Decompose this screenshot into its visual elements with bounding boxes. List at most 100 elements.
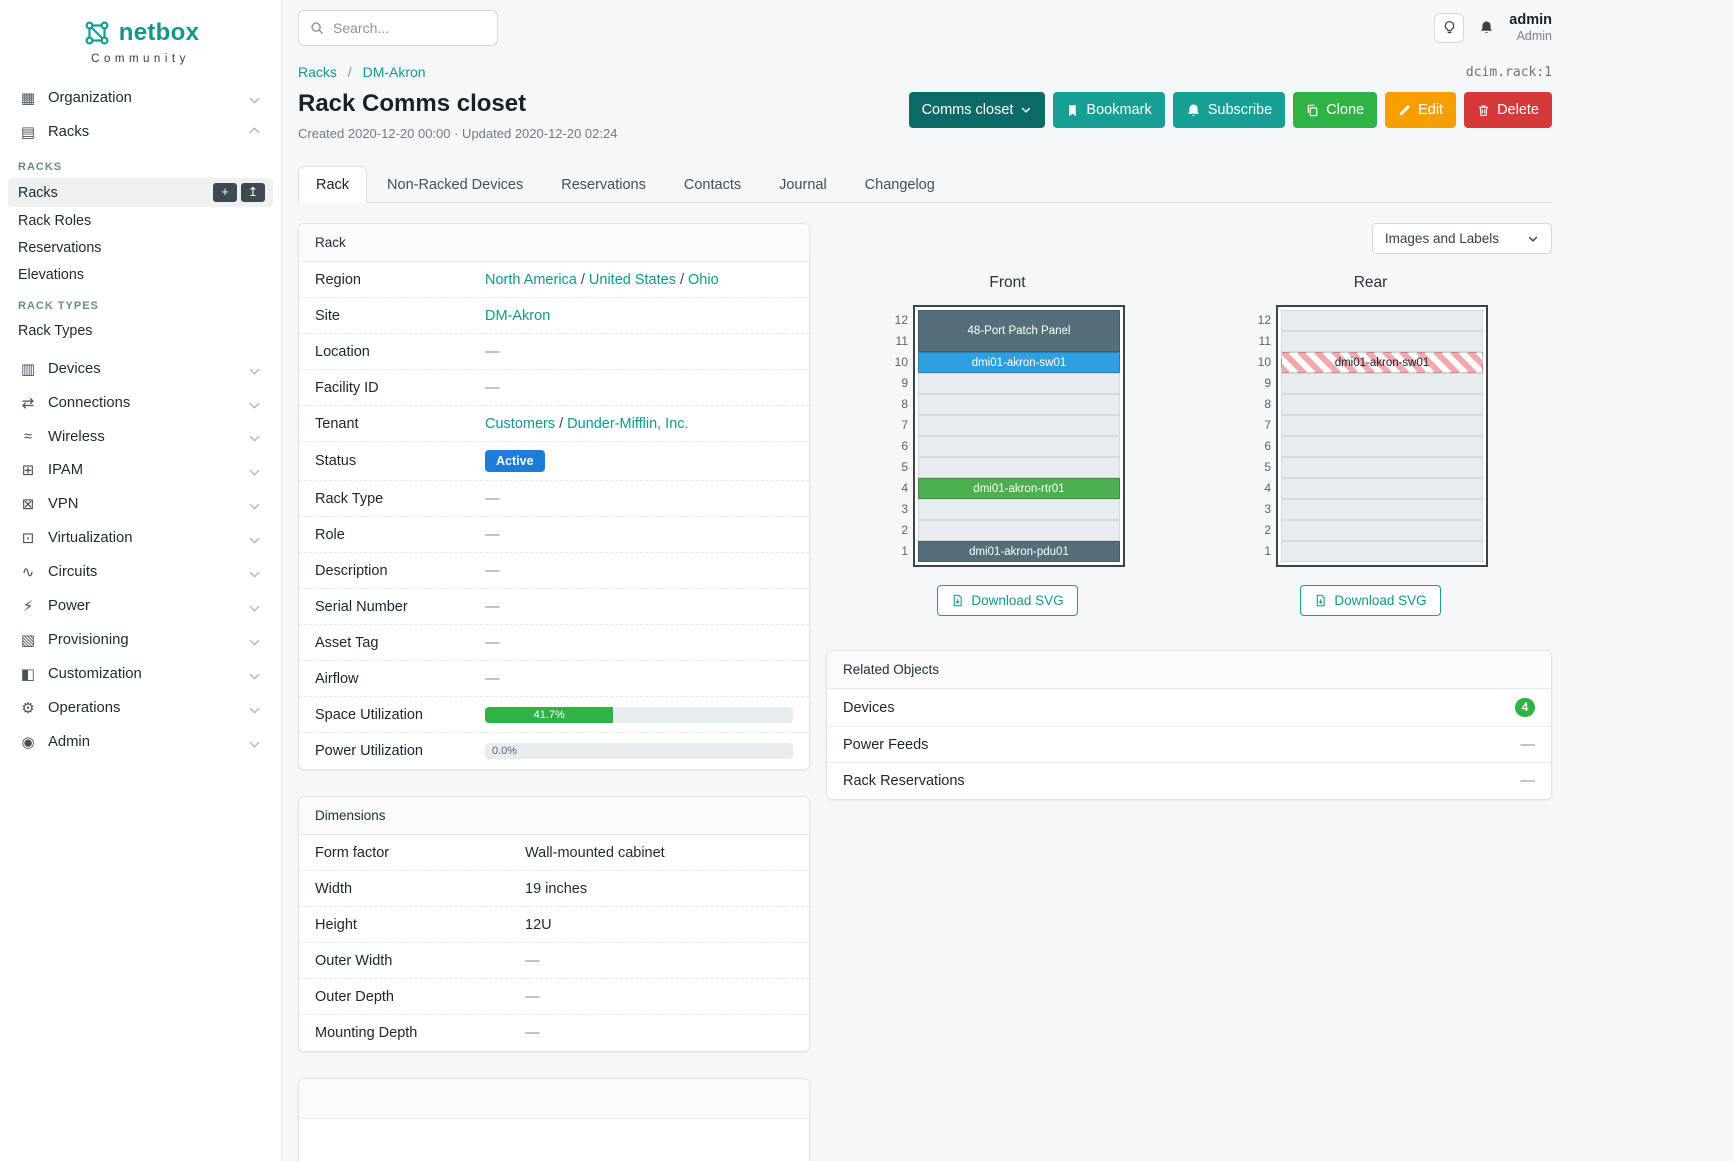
rack-unit-slot[interactable]: [1281, 541, 1483, 562]
related-row-power-feeds[interactable]: Power Feeds —: [827, 727, 1551, 763]
delete-button[interactable]: Delete: [1464, 92, 1552, 128]
rack-unit-slot[interactable]: [1281, 457, 1483, 478]
button-label: Bookmark: [1086, 102, 1152, 118]
rack-unit-slot[interactable]: [1281, 520, 1483, 541]
empty-value: —: [525, 952, 540, 969]
sidebar-item-power[interactable]: ⚡ Power: [8, 589, 273, 623]
theme-toggle-button[interactable]: [1434, 12, 1465, 43]
tab-non-racked-devices[interactable]: Non-Racked Devices: [387, 177, 524, 193]
tab-changelog[interactable]: Changelog: [864, 177, 935, 193]
sidebar-item-virtualization[interactable]: ⊡ Virtualization: [8, 521, 273, 555]
link-dm-akron[interactable]: DM-Akron: [485, 307, 551, 324]
images-labels-select[interactable]: Images and Labels: [1371, 223, 1552, 254]
rack-unit-slot[interactable]: [918, 499, 1120, 520]
notifications-bell-icon[interactable]: [1479, 20, 1494, 35]
field-label: Mounting Depth: [315, 1025, 418, 1041]
sidebar-subitem-racks[interactable]: Racks + ↥: [8, 178, 273, 207]
rack-unit-slot[interactable]: [1281, 415, 1483, 436]
search-input[interactable]: [333, 20, 486, 36]
sidebar-item-racks[interactable]: ▤ Racks: [8, 115, 273, 149]
field-value: —: [485, 671, 793, 687]
rack-device-48-port-patch-panel[interactable]: 48-Port Patch Panel: [918, 310, 1120, 352]
link-north-america[interactable]: North America: [485, 271, 577, 288]
sidebar-item-customization[interactable]: ◧ Customization: [8, 657, 273, 691]
bookmark-button[interactable]: Bookmark: [1053, 92, 1165, 128]
user-menu[interactable]: admin Admin: [1509, 12, 1552, 44]
chevron-down-icon: [249, 93, 260, 103]
add-button[interactable]: +: [213, 183, 237, 202]
rack-unit-slot[interactable]: [918, 436, 1120, 457]
rack-unit-slot[interactable]: [1281, 478, 1483, 499]
import-button[interactable]: ↥: [241, 183, 265, 202]
tab-journal[interactable]: Journal: [779, 177, 827, 193]
dimensions-row-outer-depth: Outer Depth —: [299, 979, 809, 1015]
download-svg-rear-button[interactable]: Download SVG: [1300, 585, 1441, 616]
breadcrumb-site-link[interactable]: DM-Akron: [362, 64, 426, 80]
related-row-rack-reservations[interactable]: Rack Reservations —: [827, 763, 1551, 799]
rack-unit-slot[interactable]: [918, 457, 1120, 478]
sidebar-item-organization[interactable]: ▦ Organization: [8, 81, 273, 115]
brand-name: netbox: [118, 19, 200, 46]
field-value: —: [525, 989, 793, 1005]
link-united-states[interactable]: United States: [588, 271, 676, 288]
rack-unit-slot[interactable]: [1281, 436, 1483, 457]
download-svg-front-button[interactable]: Download SVG: [937, 585, 1078, 616]
sidebar-subitem-label: Racks: [18, 184, 58, 201]
rack-unit-slot[interactable]: [918, 373, 1120, 394]
link-customers[interactable]: Customers: [485, 415, 556, 432]
sidebar-item-circuits[interactable]: ∿ Circuits: [8, 555, 273, 589]
sidebar-item-admin[interactable]: ◉ Admin: [8, 725, 273, 759]
wireless-icon: ≈: [23, 428, 33, 445]
rack-unit-slot[interactable]: [1281, 331, 1483, 352]
search-box[interactable]: [298, 10, 498, 46]
link-dunder-mifflin-inc[interactable]: Dunder-Mifflin, Inc.: [567, 415, 689, 432]
sidebar-item-ipam[interactable]: ⊞ IPAM: [8, 453, 273, 487]
comms-closet-button[interactable]: Comms closet: [908, 92, 1046, 128]
sidebar-item-label: Connections: [48, 395, 131, 411]
rack-device-dmi01-akron-sw01[interactable]: dmi01-akron-sw01: [918, 352, 1120, 373]
sidebar-subitem-rack-roles[interactable]: Rack Roles: [8, 207, 273, 234]
tab-reservations[interactable]: Reservations: [561, 177, 646, 193]
sidebar-item-wireless[interactable]: ≈ Wireless: [8, 420, 273, 453]
sidebar-subitem-elevations[interactable]: Elevations: [8, 261, 273, 288]
field-value: North America / United States / Ohio: [485, 272, 793, 288]
sidebar-item-connections[interactable]: ⇄ Connections: [8, 386, 273, 420]
sidebar-subitem-rack-types[interactable]: Rack Types: [8, 317, 273, 344]
clone-button[interactable]: Clone: [1293, 92, 1378, 128]
rack-unit-slot[interactable]: [1281, 310, 1483, 331]
tab-rack[interactable]: Rack: [298, 166, 368, 203]
rack-unit-slot[interactable]: [918, 394, 1120, 415]
button-label: Subscribe: [1207, 102, 1273, 118]
empty-value: —: [525, 1025, 540, 1041]
admin-icon: ◉: [21, 734, 35, 751]
field-label: Facility ID: [315, 379, 379, 396]
subscribe-button[interactable]: Subscribe: [1172, 92, 1286, 128]
rack-unit-slot[interactable]: [1281, 394, 1483, 415]
rack-unit-slot[interactable]: [1281, 373, 1483, 394]
dimensions-rows: Form factor Wall-mounted cabinet Width 19 i…: [299, 835, 809, 1051]
dimensions-row-mounting-depth: Mounting Depth —: [299, 1015, 809, 1051]
empty-value: —: [1520, 773, 1536, 789]
edit-button[interactable]: Edit: [1385, 92, 1457, 128]
link-ohio[interactable]: Ohio: [688, 271, 719, 288]
sidebar-item-devices[interactable]: ▥ Devices: [8, 352, 273, 386]
tab-contacts[interactable]: Contacts: [683, 177, 742, 193]
sidebar-item-vpn[interactable]: ⊠ VPN: [8, 487, 273, 521]
breadcrumb-racks-link[interactable]: Racks: [298, 64, 337, 80]
rack-unit-slot[interactable]: [918, 415, 1120, 436]
rack-unit-slot[interactable]: [1281, 499, 1483, 520]
sidebar-item-provisioning[interactable]: ▧ Provisioning: [8, 623, 273, 657]
rack-unit-slot[interactable]: [918, 520, 1120, 541]
rack-device-dmi01-akron-pdu01[interactable]: dmi01-akron-pdu01: [918, 541, 1120, 562]
rack-row-serial-number: Serial Number —: [299, 589, 809, 625]
unit-number: 6: [1264, 439, 1271, 453]
sidebar-subitem-label: Rack Types: [18, 322, 93, 339]
related-row-devices[interactable]: Devices 4: [827, 689, 1551, 727]
download-icon: [1314, 594, 1327, 607]
rack-device-dmi01-akron-sw01[interactable]: dmi01-akron-sw01: [1281, 352, 1483, 373]
sidebar-item-operations[interactable]: ⚙ Operations: [8, 691, 273, 725]
unit-number: 1: [901, 544, 908, 558]
sidebar-subitem-reservations[interactable]: Reservations: [8, 234, 273, 261]
netbox-home-link[interactable]: netbox Community: [8, 10, 273, 81]
rack-device-dmi01-akron-rtr01[interactable]: dmi01-akron-rtr01: [918, 478, 1120, 499]
